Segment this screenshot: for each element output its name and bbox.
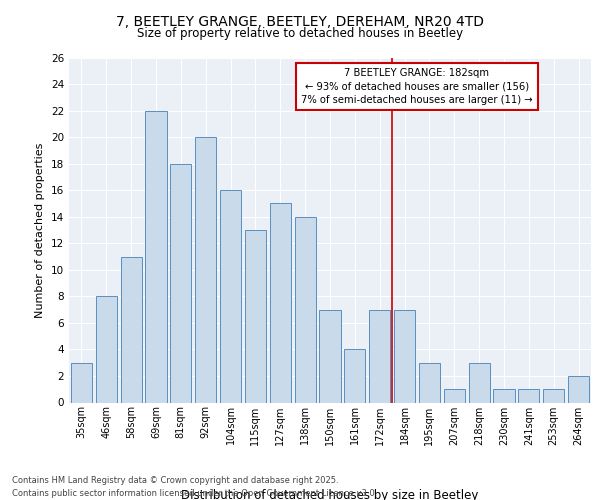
Bar — [469, 362, 490, 403]
Bar — [170, 164, 191, 402]
Text: 7 BEETLEY GRANGE: 182sqm
← 93% of detached houses are smaller (156)
7% of semi-d: 7 BEETLEY GRANGE: 182sqm ← 93% of detach… — [301, 68, 533, 104]
Bar — [543, 389, 564, 402]
Text: Size of property relative to detached houses in Beetley: Size of property relative to detached ho… — [137, 28, 463, 40]
Bar — [270, 204, 291, 402]
Bar — [121, 256, 142, 402]
Bar — [419, 362, 440, 403]
Bar — [444, 389, 465, 402]
Bar — [295, 216, 316, 402]
Bar — [145, 110, 167, 403]
Bar — [220, 190, 241, 402]
Bar — [518, 389, 539, 402]
Bar — [96, 296, 117, 403]
Bar — [493, 389, 515, 402]
Text: Contains HM Land Registry data © Crown copyright and database right 2025.: Contains HM Land Registry data © Crown c… — [12, 476, 338, 485]
Bar — [344, 350, 365, 403]
X-axis label: Distribution of detached houses by size in Beetley: Distribution of detached houses by size … — [181, 489, 479, 500]
Text: Contains public sector information licensed under the Open Government Licence v3: Contains public sector information licen… — [12, 489, 377, 498]
Bar — [319, 310, 341, 402]
Bar — [71, 362, 92, 403]
Bar — [568, 376, 589, 402]
Text: 7, BEETLEY GRANGE, BEETLEY, DEREHAM, NR20 4TD: 7, BEETLEY GRANGE, BEETLEY, DEREHAM, NR2… — [116, 15, 484, 29]
Y-axis label: Number of detached properties: Number of detached properties — [35, 142, 46, 318]
Bar — [394, 310, 415, 402]
Bar — [369, 310, 390, 402]
Bar — [245, 230, 266, 402]
Bar — [195, 137, 216, 402]
